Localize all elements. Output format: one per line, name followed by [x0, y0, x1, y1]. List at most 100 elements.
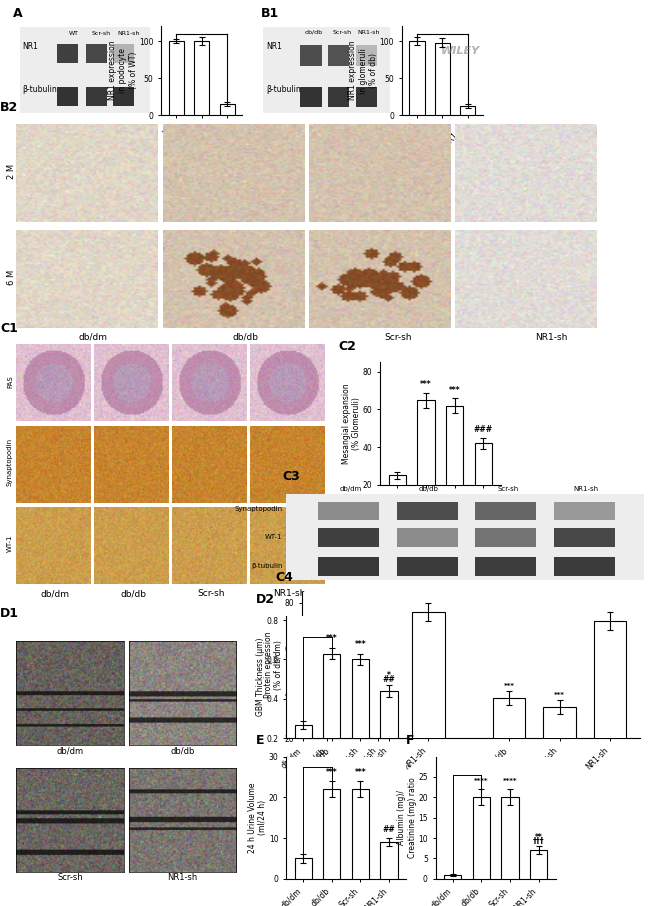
Bar [493, 698, 525, 784]
Text: Scr-sh: Scr-sh [198, 590, 225, 598]
Text: WT-1: WT-1 [265, 534, 282, 540]
Bar [389, 476, 406, 523]
Text: db/dm: db/dm [78, 333, 107, 342]
Text: ****: **** [474, 778, 489, 784]
Bar [417, 400, 435, 523]
Y-axis label: NR1 expression
in podocyte
(% of WT): NR1 expression in podocyte (% of WT) [108, 41, 138, 101]
Y-axis label: 24 h Urine Volume
(ml/24 h): 24 h Urine Volume (ml/24 h) [248, 783, 267, 853]
Bar [396, 502, 458, 520]
X-axis label: Scr-sh: Scr-sh [57, 873, 83, 882]
Text: PAS: PAS [7, 375, 13, 388]
Text: Scr-sh: Scr-sh [384, 333, 412, 342]
Text: Scr-sh: Scr-sh [332, 30, 352, 34]
Text: ***: *** [355, 768, 366, 776]
Bar [554, 528, 615, 547]
Bar [300, 45, 322, 66]
Bar [57, 44, 78, 63]
Text: WT-1: WT-1 [7, 534, 13, 552]
Bar [57, 88, 78, 106]
Text: Scr-sh: Scr-sh [92, 32, 111, 36]
Text: **: ** [535, 834, 543, 842]
Bar [543, 707, 576, 784]
Text: WILEY: WILEY [441, 46, 480, 56]
X-axis label: db/db: db/db [170, 747, 194, 756]
Text: Scr-sh: Scr-sh [497, 486, 518, 492]
Text: NR1: NR1 [22, 42, 38, 51]
Bar [474, 443, 492, 523]
Text: db/dm: db/dm [41, 590, 70, 598]
Text: NR1-sh: NR1-sh [273, 590, 306, 598]
Bar [356, 87, 377, 107]
Text: D2: D2 [256, 593, 275, 606]
Text: ***: *** [372, 676, 384, 682]
Bar [169, 41, 184, 115]
Y-axis label: Mesangial expansion
(% Glomeruli): Mesangial expansion (% Glomeruli) [342, 383, 361, 464]
Bar [86, 88, 107, 106]
Bar [361, 691, 395, 784]
Text: C2: C2 [338, 340, 356, 352]
Text: NR1-sh: NR1-sh [118, 32, 140, 36]
Text: ***: *** [461, 139, 474, 148]
Bar [380, 843, 398, 879]
Y-axis label: GBM Thickness (μm): GBM Thickness (μm) [256, 638, 265, 717]
Text: C1: C1 [0, 322, 18, 335]
Bar [294, 725, 312, 778]
Text: ##: ## [383, 825, 395, 834]
Text: NR1-sh: NR1-sh [535, 333, 567, 342]
Text: C4: C4 [275, 572, 293, 584]
Bar [460, 106, 475, 115]
Bar [593, 621, 627, 784]
Bar [318, 556, 379, 575]
Text: Synaptopodin: Synaptopodin [7, 438, 13, 487]
Bar [352, 789, 369, 879]
Bar [412, 612, 445, 784]
Text: 2 M: 2 M [7, 163, 16, 178]
Bar [318, 528, 379, 547]
Bar [446, 406, 463, 523]
Bar [530, 850, 547, 879]
Bar [294, 859, 312, 879]
Text: ***: *** [220, 139, 234, 148]
Text: B2: B2 [0, 101, 18, 113]
Bar [323, 789, 341, 879]
Text: ***: *** [421, 380, 432, 389]
Bar [444, 875, 462, 879]
Text: D1: D1 [0, 607, 19, 620]
Text: Synaptopodin: Synaptopodin [234, 506, 282, 512]
Y-axis label: Protein epression
(% of db/dm): Protein epression (% of db/dm) [264, 631, 283, 699]
Bar [318, 502, 379, 520]
Text: ##: ## [383, 675, 395, 684]
Bar [86, 44, 107, 63]
Bar [476, 528, 536, 547]
Bar [476, 556, 536, 575]
X-axis label: NR1-sh: NR1-sh [167, 873, 198, 882]
X-axis label: db/dm: db/dm [57, 747, 83, 756]
Text: db/db: db/db [419, 486, 439, 492]
Text: db/db: db/db [233, 333, 259, 342]
Text: β-tubulin: β-tubulin [266, 84, 300, 93]
Text: ***: *** [326, 633, 337, 642]
Text: WT: WT [69, 32, 79, 36]
Text: *: * [387, 670, 391, 680]
Y-axis label: NR1 expression
in glomeruli
(% of db): NR1 expression in glomeruli (% of db) [348, 41, 378, 101]
Bar [194, 41, 209, 115]
Text: NR1: NR1 [266, 42, 281, 51]
Text: NR1-sh: NR1-sh [574, 486, 599, 492]
Bar [380, 691, 398, 778]
Bar [396, 528, 458, 547]
Text: db/dm: db/dm [339, 486, 361, 492]
Bar [328, 87, 350, 107]
Text: ***: *** [554, 691, 565, 698]
Text: ***: *** [322, 671, 333, 678]
Text: A: A [13, 7, 23, 20]
Bar [328, 45, 350, 66]
Text: B1: B1 [261, 7, 279, 20]
Text: ***: *** [504, 682, 515, 689]
Text: β-tubulin: β-tubulin [251, 563, 282, 569]
Bar [476, 502, 536, 520]
Text: ###: ### [474, 425, 493, 434]
Bar [435, 43, 450, 115]
Bar [352, 660, 369, 778]
Text: E: E [256, 734, 265, 747]
Bar [300, 87, 322, 107]
